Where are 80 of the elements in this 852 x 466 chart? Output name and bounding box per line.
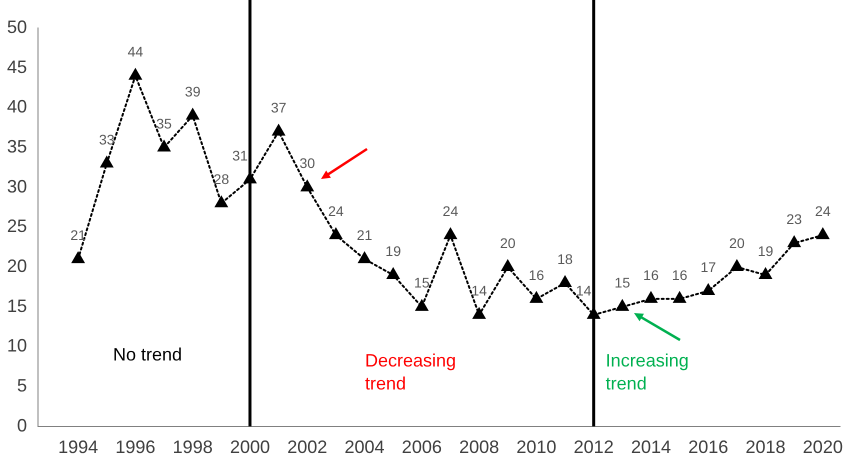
y-tick-label: 15	[6, 296, 28, 316]
point	[759, 268, 772, 280]
point	[358, 252, 371, 264]
annotation: Decreasing trend	[364, 350, 456, 394]
data-label: 24	[442, 203, 458, 220]
y-tick-label: 40	[6, 96, 28, 117]
y-tick-label: 45	[6, 56, 28, 77]
x-tick-label: 1996	[115, 437, 156, 458]
point	[416, 300, 428, 311]
data-label: 28	[214, 171, 230, 188]
point	[129, 68, 142, 80]
data-label: 16	[643, 266, 659, 283]
point	[100, 156, 113, 168]
annotation: Increasing trend	[606, 350, 689, 394]
x-tick-label: 2006	[402, 437, 442, 458]
x-tick-label: 2012	[574, 437, 614, 458]
data-label: 44	[128, 44, 144, 60]
point	[472, 308, 486, 319]
data-label: 17	[700, 258, 716, 275]
data-label: 33	[98, 131, 115, 148]
point	[158, 140, 170, 152]
data-label: 15	[614, 274, 630, 291]
x-tick-label: 2016	[688, 437, 728, 458]
data-label: 24	[328, 203, 344, 220]
point	[730, 260, 744, 272]
y-tick-label: 10	[6, 336, 28, 356]
point	[702, 284, 714, 295]
point	[330, 228, 342, 240]
data-label: 19	[385, 242, 402, 259]
data-label: 14	[576, 282, 592, 299]
point	[72, 252, 84, 264]
point	[186, 108, 199, 120]
data-label: 15	[414, 274, 430, 291]
x-tick-label: 1998	[172, 437, 213, 458]
data-label: 16	[528, 266, 544, 283]
point	[558, 276, 572, 287]
x-tick-label: 2020	[802, 437, 843, 458]
x-tick-label: 2010	[516, 437, 556, 458]
data-label: 23	[786, 210, 802, 227]
data-label: 14	[471, 282, 488, 299]
data-label: 39	[184, 84, 201, 100]
y-tick-label: 50	[6, 16, 28, 37]
point	[644, 292, 658, 303]
point	[272, 124, 285, 136]
data-label: 20	[729, 234, 745, 251]
point	[386, 268, 400, 280]
data-label: 35	[156, 115, 172, 132]
data-label: 37	[270, 99, 287, 116]
data-label: 18	[557, 250, 574, 267]
point	[444, 228, 457, 240]
data-label: 21	[70, 226, 86, 243]
x-tick-label: 2000	[230, 437, 270, 458]
x-tick-label: 2018	[746, 437, 786, 458]
data-label: 24	[815, 203, 831, 220]
point	[301, 180, 314, 192]
annotation: No trend	[113, 344, 182, 364]
data-label: 30	[299, 155, 316, 172]
x-tick-label: 2008	[459, 437, 500, 458]
data-label: 20	[500, 234, 516, 251]
data-label: 16	[672, 266, 688, 283]
data-label: 19	[758, 242, 774, 259]
point	[616, 300, 629, 311]
point	[215, 196, 228, 208]
point	[502, 260, 514, 272]
point	[788, 236, 800, 248]
point	[673, 292, 686, 303]
data-label: 31	[232, 147, 248, 164]
x-tick-label: 2002	[287, 437, 328, 458]
y-tick-label: 0	[17, 415, 28, 436]
y-tick-label: 30	[6, 176, 28, 196]
data-label: 21	[356, 226, 373, 243]
y-tick-label: 5	[17, 376, 28, 396]
point	[816, 228, 830, 240]
y-tick-label: 35	[6, 136, 28, 156]
point	[530, 292, 543, 303]
y-tick-label: 20	[6, 256, 28, 276]
y-tick-label: 25	[6, 216, 28, 236]
x-tick-label: 2014	[630, 437, 671, 458]
x-tick-label: 2004	[344, 437, 385, 458]
x-tick-label: 1994	[58, 437, 98, 458]
